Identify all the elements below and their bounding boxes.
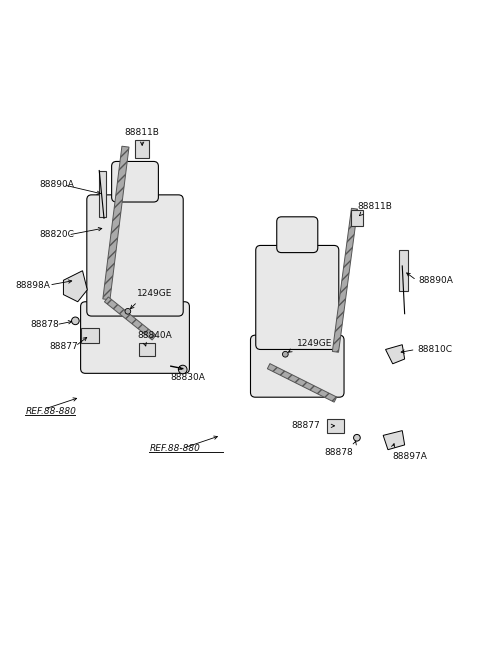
Text: REF.88-880: REF.88-880	[149, 443, 200, 453]
FancyBboxPatch shape	[327, 419, 344, 432]
FancyBboxPatch shape	[81, 302, 190, 373]
Text: 1249GE: 1249GE	[137, 289, 173, 298]
FancyBboxPatch shape	[351, 210, 363, 226]
Polygon shape	[385, 344, 405, 364]
Polygon shape	[105, 297, 156, 340]
FancyBboxPatch shape	[256, 245, 339, 350]
Text: 88877: 88877	[49, 342, 78, 351]
Text: 88830A: 88830A	[171, 373, 205, 382]
Circle shape	[179, 365, 187, 374]
Text: 88811B: 88811B	[125, 128, 160, 137]
Text: 88820C: 88820C	[39, 230, 74, 239]
FancyBboxPatch shape	[251, 335, 344, 397]
Text: 88840A: 88840A	[137, 331, 172, 340]
FancyBboxPatch shape	[277, 216, 318, 253]
Text: 88877: 88877	[291, 421, 320, 430]
FancyBboxPatch shape	[139, 343, 155, 356]
Polygon shape	[332, 209, 358, 352]
Text: 88810C: 88810C	[418, 345, 453, 354]
FancyBboxPatch shape	[135, 140, 149, 157]
Circle shape	[354, 434, 360, 441]
Text: 88890A: 88890A	[39, 180, 74, 190]
Circle shape	[72, 317, 79, 325]
Text: REF.88-880: REF.88-880	[25, 407, 76, 416]
Text: 88897A: 88897A	[393, 452, 428, 461]
Circle shape	[125, 308, 131, 314]
Text: 88878: 88878	[30, 320, 59, 329]
Polygon shape	[103, 146, 129, 300]
Circle shape	[282, 352, 288, 357]
FancyBboxPatch shape	[81, 328, 99, 342]
Text: 88898A: 88898A	[16, 281, 50, 289]
FancyBboxPatch shape	[399, 250, 408, 291]
FancyBboxPatch shape	[99, 171, 107, 217]
Text: 1249GE: 1249GE	[297, 339, 333, 348]
Text: 88811B: 88811B	[357, 202, 392, 211]
FancyBboxPatch shape	[112, 161, 158, 202]
FancyBboxPatch shape	[87, 195, 183, 316]
Text: 88890A: 88890A	[418, 276, 453, 285]
Polygon shape	[383, 430, 405, 450]
Text: 88878: 88878	[324, 448, 353, 457]
Polygon shape	[267, 363, 337, 402]
Polygon shape	[63, 271, 87, 302]
